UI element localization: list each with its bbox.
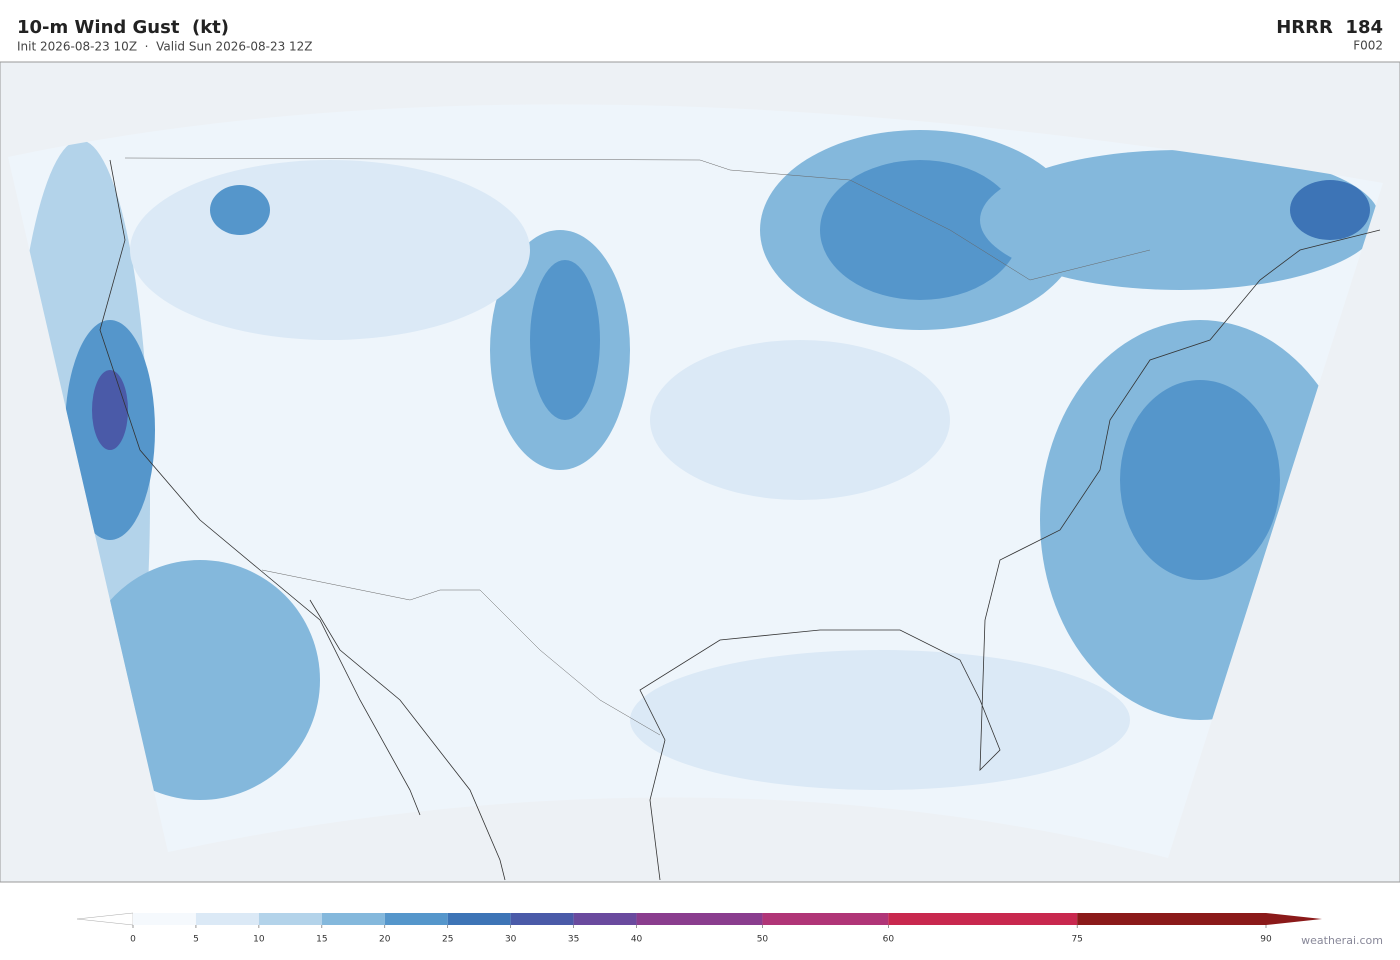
colorbar-tick-label: 0 <box>130 935 136 945</box>
colorbar-segment <box>133 913 196 925</box>
colorbar-tick-label: 5 <box>193 935 199 945</box>
colorbar-tick-label: 20 <box>379 935 391 945</box>
title: 10-m Wind Gust (kt) <box>17 17 229 38</box>
colorbar-tick-label: 90 <box>1260 935 1272 945</box>
colorbar-segment <box>573 913 637 925</box>
map <box>0 61 1400 883</box>
watermark: weatherai.com <box>1301 934 1383 947</box>
colorbar-tick-label: 50 <box>757 935 769 945</box>
colorbar-segment <box>1077 913 1266 925</box>
colorbar-segment <box>258 913 322 925</box>
coastlines <box>99 159 1381 881</box>
borders <box>124 157 1151 736</box>
colorbar-tick-label: 75 <box>1071 935 1082 945</box>
colorbar-segment <box>510 913 574 925</box>
colorbar-tick-label: 35 <box>568 935 579 945</box>
colorbar-tick-label: 10 <box>253 935 265 945</box>
colorbar-tick-label: 15 <box>316 935 327 945</box>
colorbar-tick-label: 25 <box>442 935 453 945</box>
colorbar-over <box>1266 913 1322 925</box>
colorbar-segment <box>321 913 385 925</box>
colorbar-tick-label: 60 <box>883 935 895 945</box>
colorbar-segment <box>447 913 511 925</box>
colorbar-tick-label: 40 <box>631 935 643 945</box>
model: HRRR 184 <box>1276 17 1383 38</box>
colorbar-segment <box>384 913 448 925</box>
colorbar-under <box>76 912 134 926</box>
colorbar-segment <box>888 913 1078 925</box>
colorbar-segment <box>195 913 259 925</box>
colorbar-tick-label: 30 <box>505 935 517 945</box>
colorbar-segment <box>636 913 763 925</box>
subtitle: Init 2026-08-23 10Z · Valid Sun 2026-08-… <box>17 40 313 54</box>
colorbar-segment <box>762 913 889 925</box>
forecast-hour: F002 <box>1353 39 1383 53</box>
colorbar: 0 5 10 15 20 25 30 35 40 50 60 75 90 <box>76 912 1322 945</box>
